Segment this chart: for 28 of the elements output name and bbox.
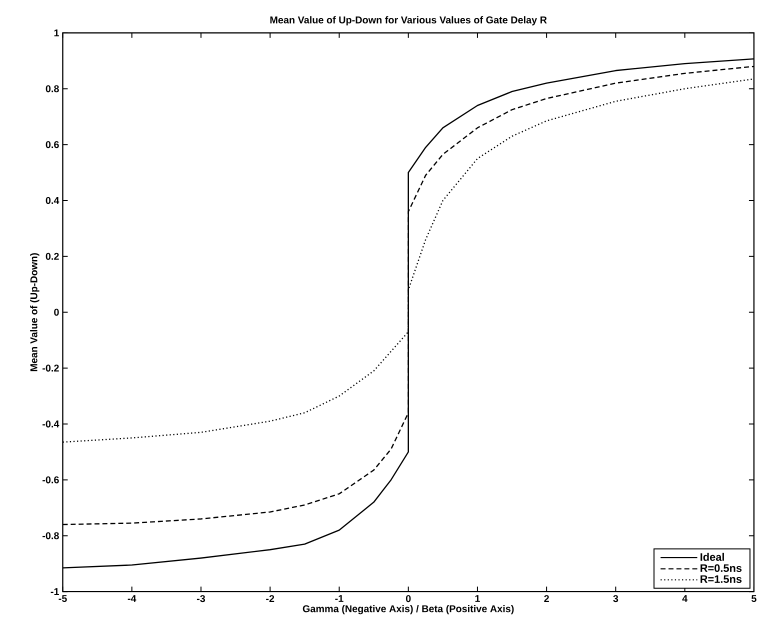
x-axis-title: Gamma (Negative Axis) / Beta (Positive Axis) — [302, 604, 514, 614]
x-tick-label: -2 — [266, 594, 274, 602]
x-tick-label: -3 — [196, 594, 206, 602]
y-tick-label: -0.8 — [42, 532, 59, 540]
y-tick-label: 0.2 — [46, 252, 59, 260]
x-tick-label: -5 — [58, 594, 67, 602]
legend-label: R=0.5ns — [700, 564, 742, 572]
y-tick-label: 0.4 — [46, 196, 60, 204]
x-tick-label: 0 — [406, 594, 411, 602]
y-axis-title: Mean Value of (Up-Down) — [30, 252, 40, 371]
x-tick-label: -1 — [335, 594, 344, 602]
x-tick-label: 1 — [475, 594, 480, 602]
x-tick-label: -4 — [128, 594, 136, 602]
y-tick-label: 0.6 — [46, 140, 59, 148]
y-tick-label: 0.8 — [46, 85, 59, 92]
legend-label: R=1.5ns — [700, 575, 742, 583]
x-tick-label: 3 — [613, 594, 618, 602]
y-tick-label: 0 — [54, 308, 59, 316]
y-tick-label: -0.2 — [42, 364, 59, 372]
x-tick-label: 5 — [751, 594, 756, 602]
legend-label: Ideal — [700, 552, 724, 561]
x-tick-label: 4 — [682, 594, 688, 602]
chart-title: Mean Value of Up-Down for Various Values of Gate Delay R — [270, 16, 547, 26]
y-tick-label: -1 — [50, 588, 59, 595]
x-tick-label: 2 — [544, 594, 549, 602]
y-tick-label: -0.6 — [42, 476, 59, 484]
y-tick-label: 1 — [54, 29, 59, 36]
y-tick-label: -0.4 — [42, 420, 60, 428]
